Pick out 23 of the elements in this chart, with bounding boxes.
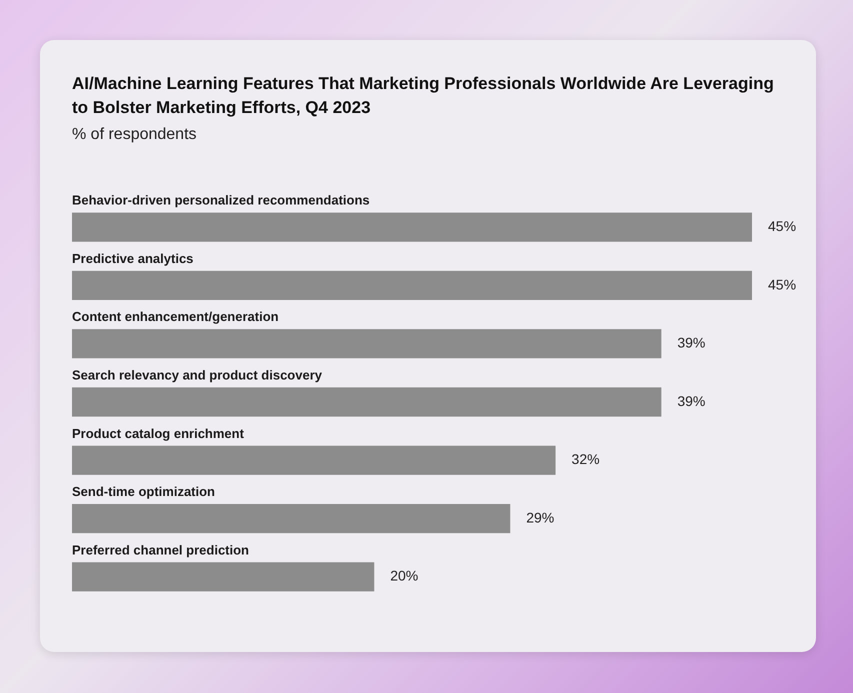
data-label: 32% [572, 451, 600, 468]
y-tick-label: Behavior-driven personalized recommendations [72, 192, 370, 208]
chart-title: AI/Machine Learning Features That Marketing Professionals Worldwide Are Leveraging to Bolster Marketing Efforts, Q4 2023 [72, 73, 775, 119]
y-tick-label: Predictive analytics [72, 250, 194, 266]
data-label: 20% [390, 568, 418, 584]
data-label: 39% [677, 334, 706, 351]
y-tick-label: Product catalog enrichment [72, 426, 245, 441]
bar [72, 387, 662, 417]
bar [72, 212, 752, 242]
y-tick-label: Content enhancement/generation [72, 309, 279, 324]
bar [72, 562, 374, 592]
y-tick-label: Search relevancy and product discovery [72, 368, 323, 383]
bar [72, 329, 662, 358]
y-tick-label: Preferred channel prediction [72, 542, 250, 558]
data-label: 45% [768, 218, 796, 234]
chart-subtitle: % of respondents [72, 126, 197, 144]
bar [72, 446, 556, 475]
bar [72, 504, 510, 534]
data-label: 39% [677, 392, 706, 409]
data-label: 45% [768, 276, 796, 292]
bar [72, 270, 752, 300]
data-label: 29% [526, 509, 554, 526]
y-tick-label: Send-time optimization [72, 484, 216, 500]
